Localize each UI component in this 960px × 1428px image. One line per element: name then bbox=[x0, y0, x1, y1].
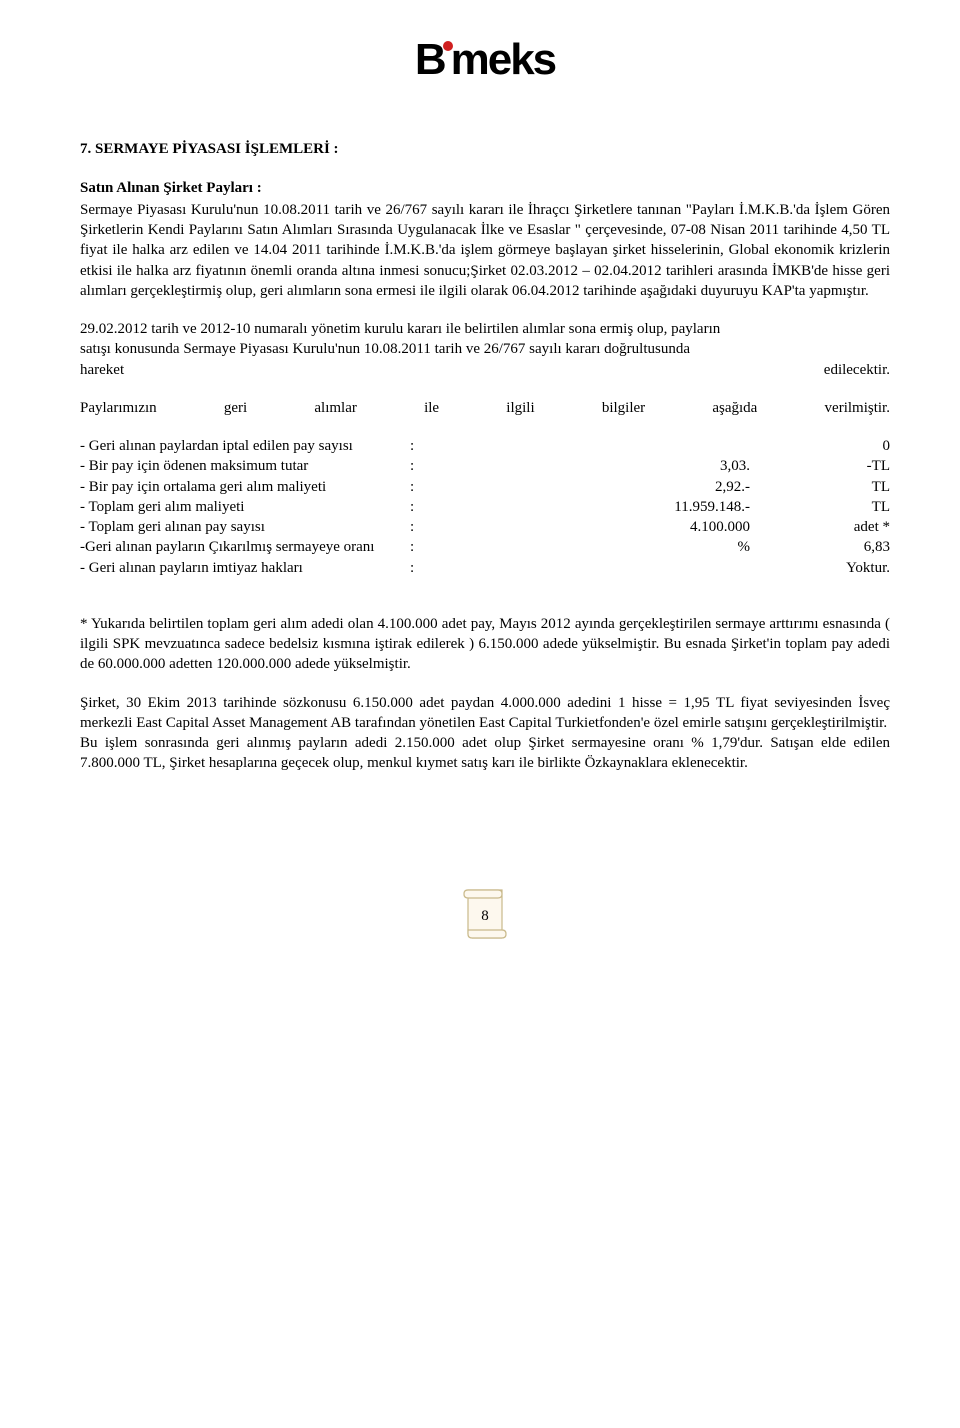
paragraph-4: Şirket, 30 Ekim 2013 tarihinde sözkonusu… bbox=[80, 693, 890, 734]
list-item: - Toplam geri alınan pay sayısı : 4.100.… bbox=[80, 517, 890, 537]
para2-last-left: hareket bbox=[80, 360, 124, 380]
list-right: 0 bbox=[790, 436, 890, 456]
logo-text-right: meks bbox=[451, 30, 556, 89]
list-colon: : bbox=[410, 477, 430, 497]
list-label: - Bir pay için ortalama geri alım maliye… bbox=[80, 477, 410, 497]
para2-last-right: edilecektir. bbox=[824, 360, 890, 380]
list-label: - Geri alınan paylardan iptal edilen pay… bbox=[80, 436, 410, 456]
info-word: verilmiştir. bbox=[825, 398, 890, 418]
list-label: - Toplam geri alınan pay sayısı bbox=[80, 517, 410, 537]
bimeks-logo: B meks bbox=[415, 30, 555, 89]
list-colon: : bbox=[410, 456, 430, 476]
info-word: geri bbox=[224, 398, 247, 418]
list-right: TL bbox=[790, 477, 890, 497]
list-item: - Bir pay için ortalama geri alım maliye… bbox=[80, 477, 890, 497]
list-label: - Bir pay için ödenen maksimum tutar bbox=[80, 456, 410, 476]
list-item: -Geri alınan payların Çıkarılmış sermaye… bbox=[80, 537, 890, 557]
list-item: - Geri alınan paylardan iptal edilen pay… bbox=[80, 436, 890, 456]
list-label: - Geri alınan payların imtiyaz hakları bbox=[80, 558, 410, 578]
list-label: - Toplam geri alım maliyeti bbox=[80, 497, 410, 517]
subheading: Satın Alınan Şirket Payları : bbox=[80, 178, 890, 198]
list-right: -TL bbox=[790, 456, 890, 476]
paragraph-5: Bu işlem sonrasında geri alınmış payları… bbox=[80, 733, 890, 774]
list-right: adet * bbox=[790, 517, 890, 537]
list-colon: : bbox=[410, 517, 430, 537]
list-mid: 3,03. bbox=[430, 456, 790, 476]
list-colon: : bbox=[410, 436, 430, 456]
section-title: 7. SERMAYE PİYASASI İŞLEMLERİ : bbox=[80, 139, 890, 159]
list-label: -Geri alınan payların Çıkarılmış sermaye… bbox=[80, 537, 410, 557]
list-right: 6,83 bbox=[790, 537, 890, 557]
page-footer: 8 bbox=[80, 884, 890, 946]
info-word: ilgili bbox=[506, 398, 534, 418]
list-item: - Bir pay için ödenen maksimum tutar : 3… bbox=[80, 456, 890, 476]
para2-last-line: hareket edilecektir. bbox=[80, 360, 890, 380]
scroll-icon: 8 bbox=[460, 884, 510, 946]
list-item: - Toplam geri alım maliyeti : 11.959.148… bbox=[80, 497, 890, 517]
list-colon: : bbox=[410, 558, 430, 578]
paragraph-1: Sermaye Piyasası Kurulu'nun 10.08.2011 t… bbox=[80, 200, 890, 301]
logo-text-left: B bbox=[415, 30, 445, 89]
list-right: Yoktur. bbox=[790, 558, 890, 578]
info-word: aşağıda bbox=[712, 398, 757, 418]
list-mid: 11.959.148.- bbox=[430, 497, 790, 517]
info-word: alımlar bbox=[314, 398, 356, 418]
list-colon: : bbox=[410, 537, 430, 557]
list-mid: 2,92.- bbox=[430, 477, 790, 497]
logo-header: B meks bbox=[80, 30, 890, 89]
paragraph-2: 29.02.2012 tarih ve 2012-10 numaralı yön… bbox=[80, 319, 890, 380]
list-mid: % bbox=[430, 537, 790, 557]
para2-line-1: 29.02.2012 tarih ve 2012-10 numaralı yön… bbox=[80, 319, 890, 339]
info-word: Paylarımızın bbox=[80, 398, 157, 418]
list-right: TL bbox=[790, 497, 890, 517]
list-colon: : bbox=[410, 497, 430, 517]
paragraph-3: * Yukarıda belirtilen toplam geri alım a… bbox=[80, 614, 890, 675]
info-word: bilgiler bbox=[602, 398, 645, 418]
list-item: - Geri alınan payların imtiyaz hakları :… bbox=[80, 558, 890, 578]
page-number: 8 bbox=[481, 908, 489, 924]
list-mid: 4.100.000 bbox=[430, 517, 790, 537]
info-word: ile bbox=[424, 398, 439, 418]
details-list: - Geri alınan paylardan iptal edilen pay… bbox=[80, 436, 890, 578]
para2-line-2: satışı konusunda Sermaye Piyasası Kurulu… bbox=[80, 339, 890, 359]
info-line: Paylarımızın geri alımlar ile ilgili bil… bbox=[80, 398, 890, 418]
